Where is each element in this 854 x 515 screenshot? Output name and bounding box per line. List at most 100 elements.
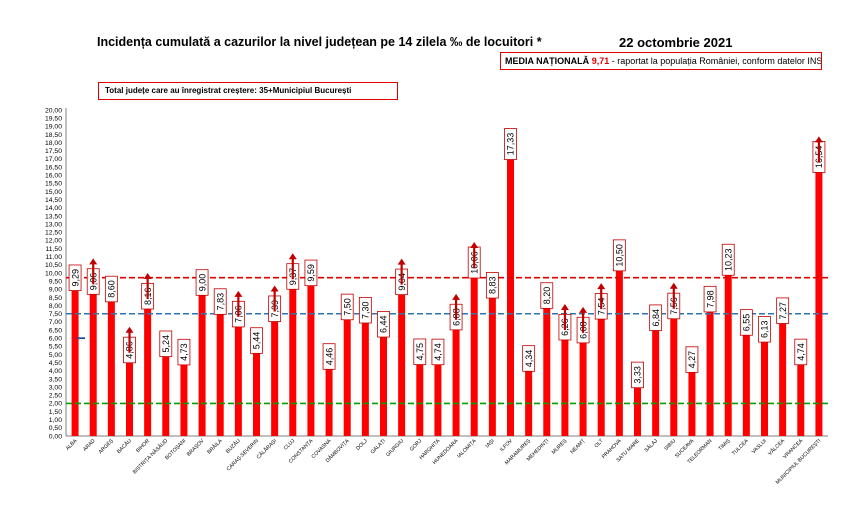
x-tick-label: IALOMIȚA xyxy=(456,438,478,460)
national-average-box: MEDIA NAȚIONALĂ 9,71 - raportat la popul… xyxy=(500,52,822,70)
y-tick-label: 17,00 xyxy=(45,156,62,163)
value-label-text: 7,98 xyxy=(705,290,715,308)
x-tick-label: OLT xyxy=(594,438,606,450)
value-label: 9,59 xyxy=(304,259,318,287)
bar xyxy=(126,356,133,436)
value-label-text: 8,83 xyxy=(488,277,498,295)
bar xyxy=(361,317,369,436)
value-label-text: 7,27 xyxy=(778,302,788,320)
y-tick-label: 17,50 xyxy=(45,148,62,155)
national-average-value: 9,71 xyxy=(591,56,610,66)
bar xyxy=(434,358,442,436)
value-label-text: 6,44 xyxy=(379,315,389,333)
bar xyxy=(216,308,224,436)
x-tick-label: ILFOV xyxy=(499,438,514,453)
y-tick-label: 10,50 xyxy=(45,262,62,269)
value-label-text: 4,73 xyxy=(179,343,189,361)
value-label-box xyxy=(721,243,735,276)
x-tick-label: BRĂILA xyxy=(206,437,224,455)
increase-arrow-head xyxy=(470,242,479,249)
increase-arrow-head xyxy=(669,282,678,289)
y-tick-label: 12,00 xyxy=(45,238,62,245)
increase-arrow-head xyxy=(579,306,588,313)
x-tick-label: BUZĂU xyxy=(224,437,242,455)
y-tick-label: 5,00 xyxy=(49,352,62,359)
x-tick-label: GIURGIU xyxy=(385,438,405,458)
bar xyxy=(706,305,714,436)
x-tick-label: ARAD xyxy=(82,438,97,453)
value-label-text: 7,30 xyxy=(361,301,371,319)
y-tick-label: 12,50 xyxy=(45,230,62,237)
bar xyxy=(198,289,206,436)
bar xyxy=(724,269,732,436)
value-label-text: 5,44 xyxy=(252,332,262,350)
bar xyxy=(89,288,97,436)
bar xyxy=(652,324,660,436)
y-tick-label: 3,50 xyxy=(49,376,62,383)
value-label-box xyxy=(685,346,699,373)
bar xyxy=(234,320,242,436)
bar xyxy=(779,317,787,436)
value-label: 6,55 xyxy=(739,309,753,336)
y-tick-label: 13,50 xyxy=(45,213,62,220)
value-label-text: 8,60 xyxy=(107,280,117,298)
y-tick-label: 19,50 xyxy=(45,115,62,122)
value-label-box xyxy=(703,285,717,313)
value-label-text: 5,24 xyxy=(161,335,171,353)
y-tick-label: 10,00 xyxy=(45,270,62,277)
increase-arrow-head xyxy=(89,258,98,265)
value-label-box xyxy=(776,297,790,324)
bar xyxy=(543,302,551,436)
bar xyxy=(271,315,279,436)
value-label: 5,24 xyxy=(159,330,173,357)
value-label: 7,50 xyxy=(340,293,354,321)
x-tick-label: VASLUI xyxy=(751,438,768,455)
value-label-text: 9,59 xyxy=(306,264,316,282)
value-label: 8,83 xyxy=(485,272,499,299)
value-label: 8,20 xyxy=(540,282,554,309)
bar xyxy=(742,329,750,436)
bar xyxy=(470,272,478,436)
value-label-text: 6,55 xyxy=(742,314,752,332)
value-label: 10,23 xyxy=(721,243,735,276)
value-label-text: 4,34 xyxy=(524,350,534,368)
value-label: 17,33 xyxy=(504,128,517,160)
y-tick-label: 16,00 xyxy=(45,173,62,180)
value-label-box xyxy=(213,288,227,315)
value-label-box xyxy=(631,361,644,389)
bar xyxy=(307,279,315,436)
value-label: 7,27 xyxy=(776,297,790,324)
y-tick-label: 8,50 xyxy=(49,295,62,302)
value-label-text: 6,84 xyxy=(651,309,661,327)
x-tick-label: ARGEȘ xyxy=(98,438,115,455)
x-tick-label: ALBA xyxy=(65,438,79,452)
value-label-box xyxy=(104,275,118,303)
y-tick-label: 7,50 xyxy=(49,311,62,318)
bar xyxy=(615,264,623,436)
national-average-note: - raportat la populația României, confor… xyxy=(611,56,822,66)
chart-title: Incidența cumulată a cazurilor la nivel … xyxy=(97,35,542,49)
y-tick-label: 14,00 xyxy=(45,205,62,212)
increase-arrow-head xyxy=(452,293,461,300)
report-date: 22 octombrie 2021 xyxy=(619,35,733,50)
value-label-text: 8,20 xyxy=(542,287,552,305)
bar xyxy=(688,366,696,436)
increase-arrow-head xyxy=(234,290,243,297)
value-label-text: 4,74 xyxy=(796,343,806,361)
increase-arrow-head xyxy=(288,253,297,260)
y-tick-label: 11,00 xyxy=(45,254,62,261)
x-tick-label: TULCEA xyxy=(731,438,750,457)
value-label-box xyxy=(540,282,554,309)
x-tick-label: CLUJ xyxy=(283,438,297,452)
y-tick-label: 7,00 xyxy=(49,319,62,326)
value-label-box xyxy=(340,293,354,321)
bar xyxy=(597,313,605,436)
value-label-box xyxy=(358,297,372,324)
x-tick-label: BIHOR xyxy=(135,438,151,454)
value-label-text: 17,33 xyxy=(506,133,516,156)
value-label-text: 9,00 xyxy=(197,274,207,292)
y-tick-label: 13,00 xyxy=(45,221,62,228)
y-tick-label: 20,00 xyxy=(45,107,62,114)
value-label: 10,50 xyxy=(612,239,626,272)
value-label: 5,44 xyxy=(250,327,263,354)
